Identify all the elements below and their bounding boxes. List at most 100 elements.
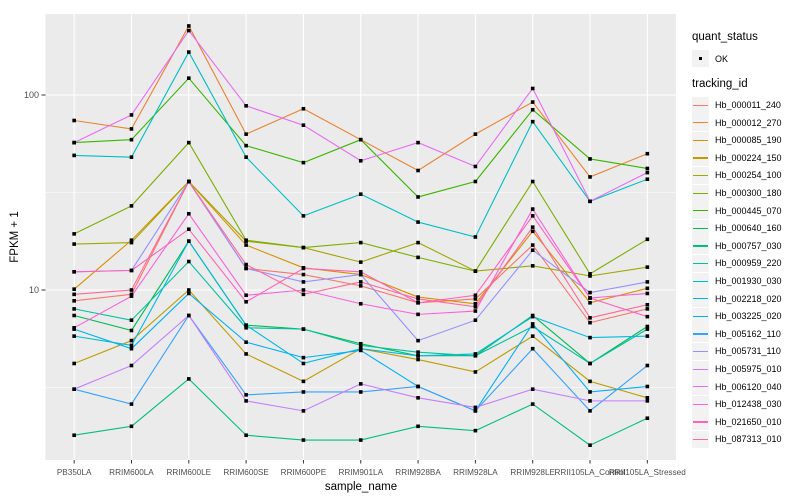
legend-entry-Hb_003225_020: Hb_003225_020	[692, 307, 800, 325]
data-point	[129, 402, 134, 406]
legend-entry-label: Hb_000300_180	[715, 188, 782, 199]
data-point	[186, 140, 191, 145]
data-point	[244, 266, 248, 271]
legend-entry-Hb_000445_070: Hb_000445_070	[692, 202, 800, 220]
data-point	[530, 86, 535, 91]
data-point	[129, 363, 134, 368]
data-point	[588, 390, 592, 394]
color-line-icon	[693, 210, 708, 212]
data-point	[530, 264, 535, 268]
color-line-icon	[693, 245, 708, 247]
data-point	[588, 300, 592, 305]
data-point	[473, 164, 478, 169]
color-line-icon	[693, 421, 708, 423]
legend-entry-ok: OK	[692, 50, 800, 67]
ok-point-key	[692, 50, 709, 67]
data-point	[416, 220, 420, 224]
data-point	[301, 292, 306, 297]
data-point	[301, 379, 306, 384]
data-point	[358, 269, 363, 274]
data-point	[473, 132, 478, 136]
data-point	[645, 327, 650, 331]
data-point	[588, 274, 592, 278]
data-point	[186, 227, 191, 232]
data-point	[186, 259, 191, 264]
data-point	[244, 293, 248, 298]
data-point	[473, 405, 478, 410]
data-point	[186, 377, 191, 381]
data-point	[530, 402, 535, 406]
data-point	[244, 243, 248, 247]
data-point	[358, 272, 363, 277]
y-axis-title: FPKM + 1	[9, 211, 21, 263]
legend-entry-Hb_000224_150: Hb_000224_150	[692, 149, 800, 167]
data-point	[530, 100, 535, 104]
data-point	[129, 294, 134, 298]
y-tick-label: 10	[29, 285, 39, 295]
line-color-key	[692, 149, 709, 167]
data-point	[645, 307, 650, 311]
data-point	[416, 300, 420, 305]
data-point	[72, 387, 76, 391]
x-tick-label: PB350LA	[57, 468, 92, 477]
data-point	[530, 248, 535, 252]
data-point	[645, 314, 650, 319]
data-point	[244, 393, 248, 397]
legend-entry-Hb_012438_030: Hb_012438_030	[692, 395, 800, 413]
line-color-key	[692, 307, 709, 325]
data-point	[244, 143, 248, 148]
data-point	[473, 305, 478, 309]
data-point	[530, 207, 535, 211]
data-point	[358, 192, 363, 196]
color-line-icon	[693, 262, 708, 265]
legend-entry-Hb_000254_100: Hb_000254_100	[692, 166, 800, 184]
data-point	[129, 204, 134, 208]
legend-entry-label: Hb_000011_240	[715, 100, 781, 111]
data-point	[358, 260, 363, 264]
data-point	[186, 24, 191, 28]
data-point	[645, 396, 650, 400]
legend-entry-Hb_000011_240: Hb_000011_240	[692, 96, 800, 114]
line-color-key	[692, 290, 709, 308]
color-line-icon	[693, 368, 708, 370]
legend-entry-Hb_000085_190: Hb_000085_190	[692, 131, 800, 149]
data-point	[473, 428, 478, 433]
legend-entry-Hb_000959_220: Hb_000959_220	[692, 254, 800, 272]
black-point-icon	[698, 56, 703, 61]
color-line-icon	[693, 122, 708, 124]
legend-entry-label: Hb_005731_110	[715, 346, 781, 357]
data-point	[588, 361, 592, 366]
data-point	[588, 443, 592, 447]
data-point	[416, 357, 420, 362]
legend-entry-Hb_005975_010: Hb_005975_010	[692, 360, 800, 378]
data-point	[416, 195, 420, 199]
data-point	[473, 293, 478, 298]
data-point	[244, 104, 248, 108]
data-point	[301, 438, 306, 442]
x-axis-title: sample_name	[324, 481, 398, 493]
color-line-icon	[693, 157, 708, 159]
data-point	[473, 269, 478, 273]
data-point	[244, 132, 248, 136]
legend-title-quant-status: quant_status	[692, 31, 758, 43]
color-line-icon	[693, 280, 708, 282]
data-point	[186, 291, 191, 296]
data-point	[358, 158, 363, 163]
tracking-id-legend-entries: Hb_000011_240 Hb_000012_270 Hb_000085_190 H…	[692, 96, 800, 448]
data-point	[645, 384, 650, 389]
legend-entry-label: Hb_000085_190	[715, 135, 782, 146]
color-line-icon	[693, 315, 708, 318]
legend-entry-label: Hb_000224_150	[715, 152, 782, 163]
data-point	[416, 424, 420, 429]
x-tick-label: RRIM928LA	[453, 468, 498, 477]
data-point	[301, 409, 306, 413]
data-point	[129, 424, 134, 429]
data-point	[588, 175, 592, 179]
data-point	[530, 387, 535, 391]
legend-entry-Hb_000640_160: Hb_000640_160	[692, 219, 800, 237]
data-point	[645, 291, 650, 296]
data-point	[416, 353, 420, 358]
data-point	[301, 361, 306, 366]
data-point	[645, 416, 650, 421]
